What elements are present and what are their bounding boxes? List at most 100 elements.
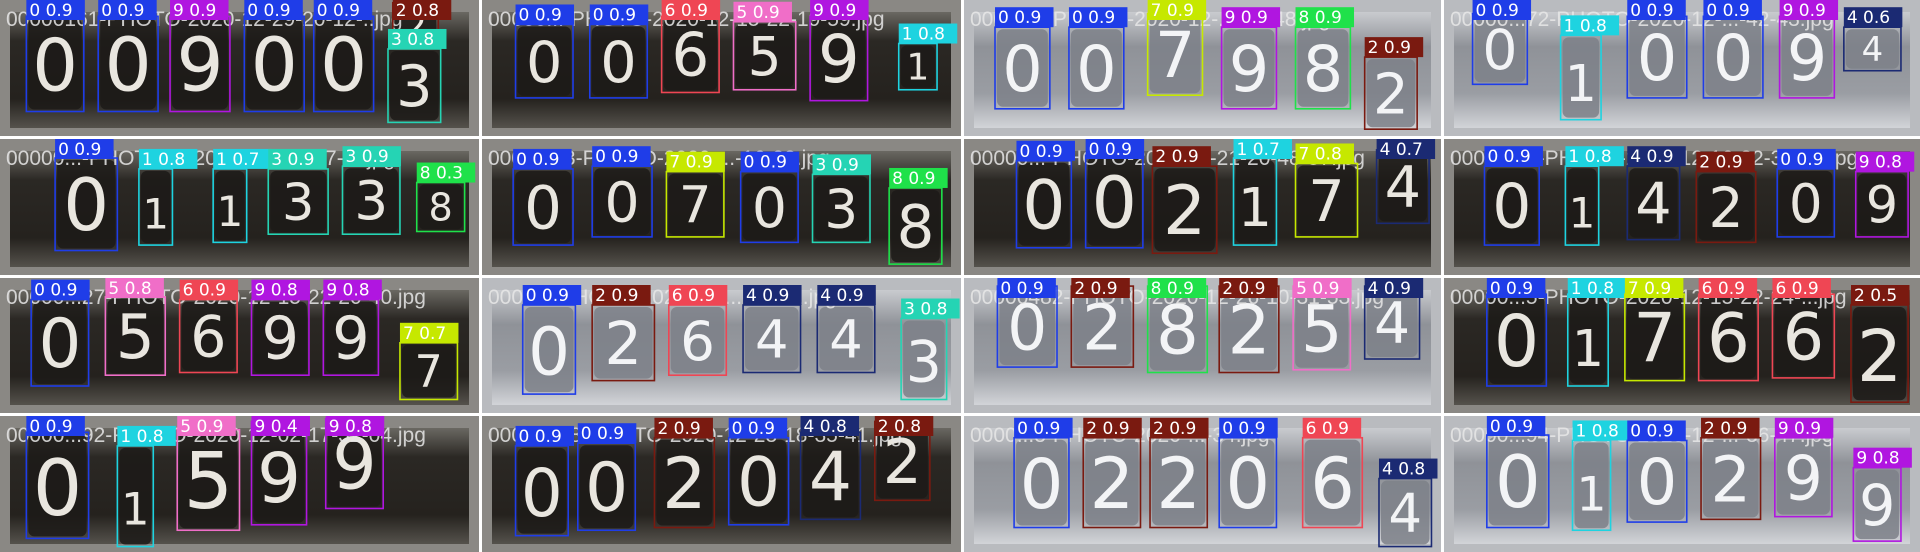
bbox-label-bg (817, 285, 876, 305)
bbox-label: 3 0.8 (904, 300, 947, 320)
digit-wheel (1087, 157, 1141, 246)
digit-wheel (900, 45, 936, 88)
bbox-label: 0 0.9 (1706, 1, 1749, 21)
digit-wheel (1703, 439, 1759, 518)
bbox-label-bg (268, 148, 327, 169)
digit-glyph: 0 (1226, 443, 1271, 525)
bbox-label-bg (323, 279, 382, 300)
bbox-label-bg (577, 423, 637, 444)
bbox-label-bg (1147, 0, 1207, 20)
bbox-label-bg (592, 285, 651, 305)
bbox-label: 0 0.9 (34, 281, 77, 301)
digit-wheel (389, 50, 439, 121)
digit-wheel (28, 18, 82, 110)
digit-wheel (579, 445, 634, 529)
bbox-label-bg (55, 139, 114, 159)
digit-glyph: 0 (1007, 290, 1047, 364)
digit-glyph: 2 (1857, 315, 1902, 398)
bbox-label: 4 0.9 (1630, 147, 1673, 167)
bbox-label-bg (1777, 148, 1836, 169)
digit-wheel (1154, 168, 1215, 252)
mosaic-tile: 01766200000...5-PHOTO-2020-12-15-22-24-.… (1444, 278, 1920, 413)
digit-wheel (1070, 29, 1122, 107)
bbox-label-bg (901, 298, 960, 319)
bbox-label: 7 0.9 (669, 153, 712, 173)
digit-wheel (1085, 439, 1139, 526)
bbox-label-bg (1843, 7, 1903, 28)
bbox-label: 0 0.9 (1630, 421, 1673, 441)
bbox-label: 2 0.9 (657, 419, 700, 439)
bbox-label: 1 0.8 (1576, 421, 1619, 441)
digit-wheel (1774, 296, 1833, 376)
digit-wheel (515, 170, 572, 244)
bbox-label: 6 0.9 (1702, 279, 1745, 299)
bbox-label: 2 0.9 (1155, 147, 1198, 167)
bbox-label: 0 0.9 (1000, 279, 1043, 299)
bbox-label: 2 0.5 (1854, 286, 1897, 306)
digit-wheel (668, 173, 722, 235)
digit-wheel (1366, 59, 1416, 128)
bbox-label: 0 0.9 (1222, 419, 1265, 439)
digit-wheel (1295, 288, 1349, 368)
digit-glyph: 0 (1002, 33, 1042, 107)
bbox-label-bg (1085, 139, 1145, 159)
digit-wheel (57, 160, 116, 249)
bbox-label-bg (1295, 7, 1355, 28)
mosaic-tile: 0 2 6 4 4 30000...-PHOTO-2020-12-...-09-01.jp… (482, 278, 961, 413)
digit-glyph: 4 (1385, 154, 1421, 221)
digit-wheel (1366, 288, 1418, 357)
digit-glyph: 9 (1866, 177, 1898, 236)
bbox-label-bg (1624, 278, 1684, 298)
bbox-label-bg (416, 162, 476, 183)
digit-glyph: 7 (415, 347, 443, 398)
bbox-label: 2 0.9 (1153, 419, 1196, 439)
bbox-label-bg (1627, 146, 1686, 167)
bbox-label-bg (170, 0, 229, 20)
digit-wheel (140, 170, 171, 244)
bbox-label: 0 0.9 (29, 417, 72, 437)
digit-wheel (812, 18, 866, 99)
digit-wheel (1776, 439, 1830, 515)
digit-glyph: 6 (1707, 299, 1750, 378)
digit-wheel (1016, 439, 1067, 526)
digit-glyph: 0 (752, 177, 787, 241)
digit-wheel (663, 18, 718, 91)
bbox-label: 6 0.9 (1775, 279, 1818, 299)
bbox-label: 8 0.9 (1299, 8, 1342, 28)
digit-glyph: 0 (737, 444, 780, 523)
bbox-label-bg (1364, 278, 1424, 298)
bbox-label-bg (1147, 278, 1207, 298)
digit-wheel (656, 439, 713, 526)
bbox-label-bg (589, 4, 649, 25)
digit-glyph: 0 (605, 171, 640, 235)
digit-wheel (1304, 439, 1361, 526)
digit-glyph: 0 (1091, 161, 1137, 244)
digit-wheel (891, 189, 940, 263)
mosaic-tile: 01029900000...94-PHOTO-2020-12-...-36-47… (1444, 416, 1920, 552)
digit-glyph: 3 (906, 330, 942, 396)
bbox-label-bg (213, 148, 272, 169)
digit-wheel (1380, 480, 1430, 545)
digit-wheel (327, 420, 382, 507)
bbox-label-bg (668, 285, 728, 305)
bbox-label-bg (1233, 139, 1293, 159)
bbox-label: 0 0.9 (29, 1, 72, 21)
mosaic-tile: 00204200002558-PHOTO-2020-12-23-18-35-41… (482, 416, 961, 552)
digit-wheel (876, 423, 928, 499)
digit-wheel (1629, 442, 1685, 521)
digit-wheel (1488, 437, 1547, 526)
digit-glyph: 9 (261, 304, 299, 373)
bbox-label: 9 0.9 (173, 1, 216, 21)
digit-glyph: 1 (1238, 176, 1272, 239)
bbox-label-bg (743, 285, 802, 305)
bbox-label: 7 0.9 (1151, 1, 1194, 21)
bbox-label-bg (1572, 420, 1632, 441)
digit-wheel (172, 18, 228, 110)
digit-wheel (1574, 442, 1609, 529)
digit-glyph: 0 (1713, 22, 1753, 96)
digit-glyph: 0 (600, 29, 636, 96)
digit-glyph: 0 (1076, 33, 1116, 107)
digit-glyph: 1 (1572, 319, 1604, 378)
digit-glyph: 2 (1082, 290, 1122, 364)
